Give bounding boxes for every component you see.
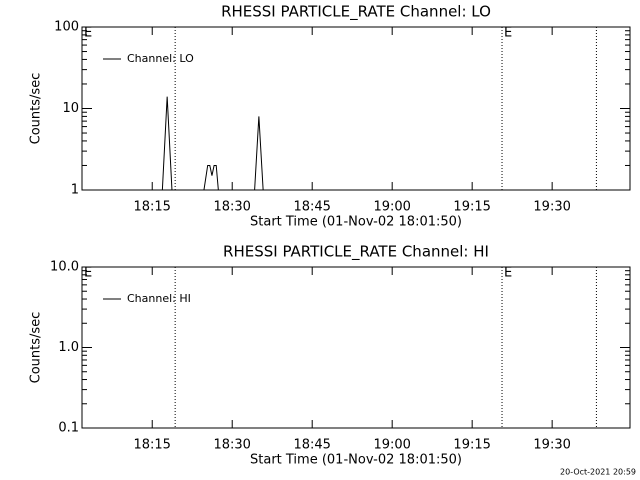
y-axis-label: Counts/sec (29, 73, 44, 145)
legend-label: Channel: HI (127, 292, 191, 305)
chart-title: RHESSI PARTICLE_RATE Channel: HI (223, 243, 489, 262)
footer: 20-Oct-2021 20:59 (560, 468, 636, 477)
y-tick-label: 10 (62, 101, 79, 116)
x-tick-label: 19:15 (453, 438, 490, 453)
x-tick-label: 19:00 (373, 200, 410, 215)
x-tick-label: 18:30 (213, 200, 250, 215)
x-tick-label: 19:00 (373, 438, 410, 453)
y-tick-label: 1.0 (58, 340, 79, 355)
y-tick-label: 100 (54, 20, 79, 35)
annotation: E (504, 26, 512, 41)
x-tick-label: 19:30 (533, 200, 570, 215)
chart-title: RHESSI PARTICLE_RATE Channel: LO (221, 3, 491, 22)
y-tick-label: 1 (71, 183, 79, 198)
x-tick-label: 19:15 (453, 200, 490, 215)
x-axis-label: Start Time (01-Nov-02 18:01:50) (250, 453, 462, 468)
x-tick-label: 18:15 (133, 200, 170, 215)
annotation: E (84, 266, 92, 281)
x-tick-label: 19:30 (533, 438, 570, 453)
x-tick-label: 18:45 (293, 200, 330, 215)
data-line (82, 96, 630, 191)
y-axis-label: Counts/sec (29, 312, 44, 384)
x-tick-label: 18:15 (133, 438, 170, 453)
y-tick-label: 0.1 (58, 421, 79, 436)
x-axis-label: Start Time (01-Nov-02 18:01:50) (250, 215, 462, 230)
annotation: E (84, 26, 92, 41)
x-tick-label: 18:45 (293, 438, 330, 453)
legend-label: Channel: LO (127, 52, 194, 65)
annotation: E (504, 266, 512, 281)
y-tick-label: 10.0 (50, 260, 79, 275)
x-tick-label: 18:30 (213, 438, 250, 453)
